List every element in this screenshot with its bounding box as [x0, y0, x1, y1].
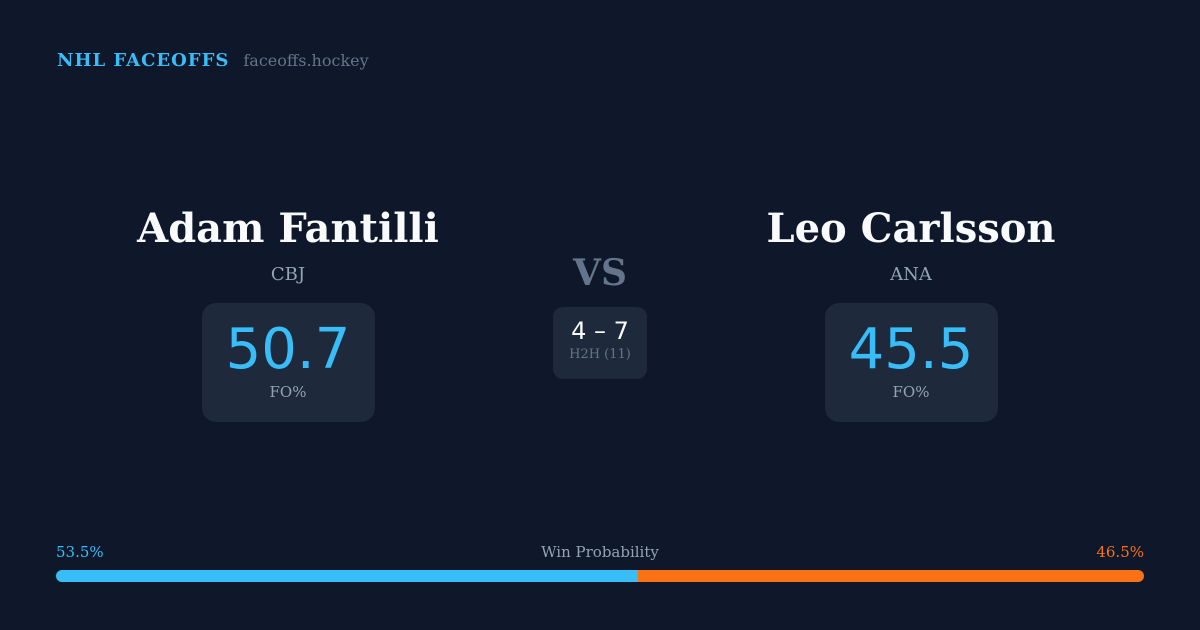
brand: NHL FACEOFFS faceoffs.hockey: [57, 50, 369, 71]
h2h-label: H2H (11): [569, 347, 631, 362]
player-name: Adam Fantilli: [137, 205, 439, 252]
player-right: Leo Carlsson ANA 45.5 FO%: [701, 205, 1121, 422]
fo-label: FO%: [892, 383, 930, 401]
fo-value: 50.7: [225, 317, 351, 382]
fo-card: 45.5 FO%: [824, 303, 998, 422]
fo-card: 50.7 FO%: [201, 303, 375, 422]
right-probability: 46.5%: [1096, 543, 1144, 561]
probability-bar: [56, 570, 1144, 582]
win-probability: 53.5% Win Probability 46.5%: [56, 543, 1144, 582]
fo-value: 45.5: [848, 317, 974, 382]
fo-label: FO%: [269, 383, 307, 401]
probability-bar-left: [56, 570, 639, 582]
h2h-card: 4 – 7 H2H (11): [553, 307, 647, 379]
player-left: Adam Fantilli CBJ 50.7 FO%: [78, 205, 498, 422]
player-name: Leo Carlsson: [766, 205, 1056, 252]
left-probability: 53.5%: [56, 543, 104, 561]
player-team: ANA: [890, 264, 932, 285]
vs-label: VS: [573, 252, 627, 294]
brand-domain: faceoffs.hockey: [243, 51, 369, 70]
win-probability-label: Win Probability: [541, 543, 659, 561]
h2h-score: 4 – 7: [571, 317, 629, 345]
player-team: CBJ: [270, 264, 306, 285]
brand-title: NHL FACEOFFS: [57, 50, 230, 71]
probability-bar-right: [638, 570, 1144, 582]
